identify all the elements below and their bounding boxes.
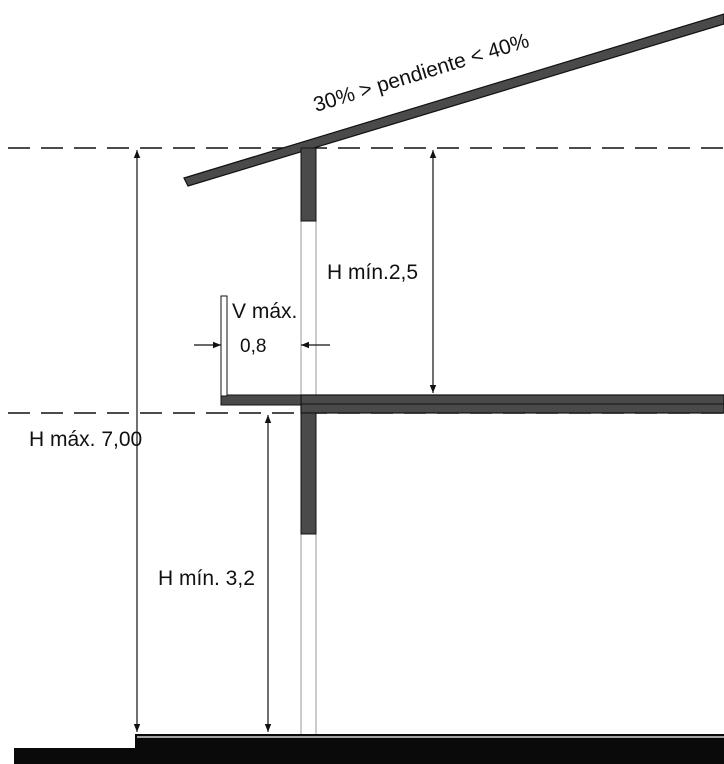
balcony-railing [220,295,228,397]
upper-column [300,147,317,222]
total-height-label: H máx. 7,00 [29,428,142,451]
lower-height-label: H mín. 3,2 [158,567,255,590]
upper-height-label: H mín.2,5 [327,261,418,284]
balcony-label-line2: 0,8 [240,336,266,357]
ground [14,734,724,764]
balcony-label-line1: V máx. [232,300,297,323]
balcony-slab [220,394,302,406]
sloped-roof [183,13,724,187]
slope-label: 30% > pendiente < 40% [311,29,532,117]
lower-column [300,412,317,535]
